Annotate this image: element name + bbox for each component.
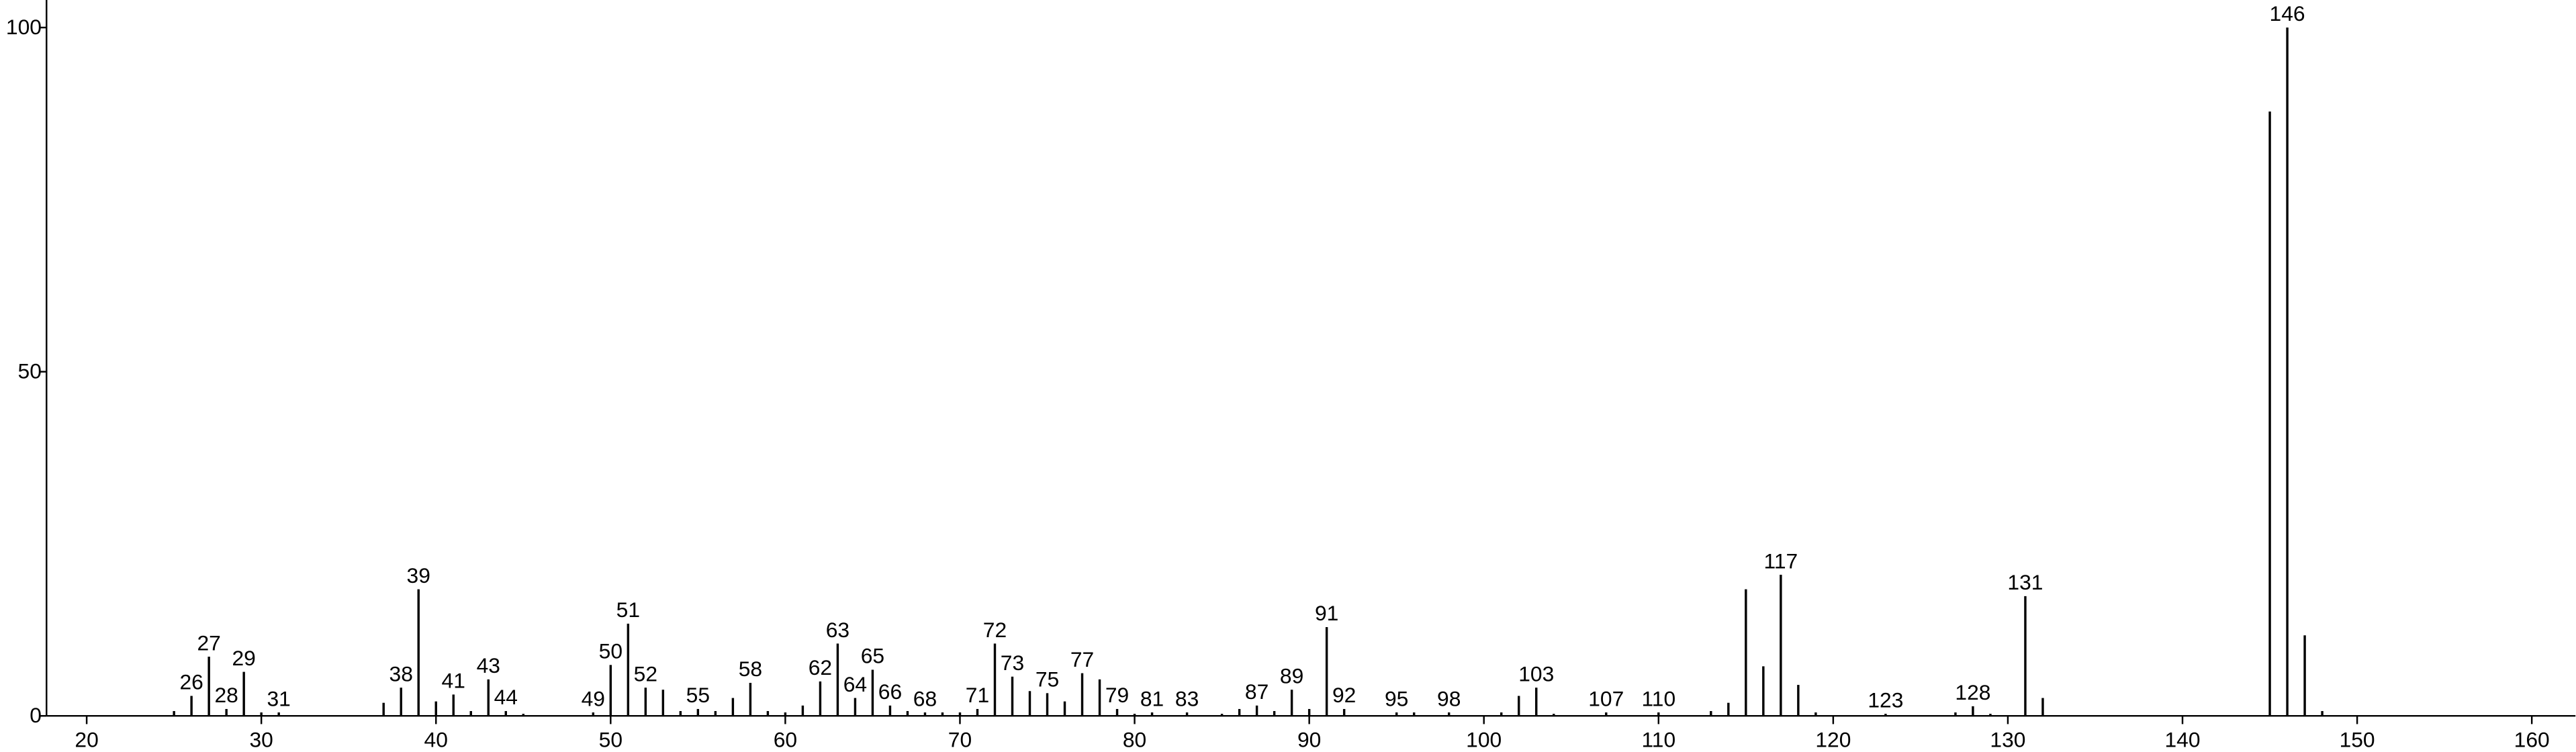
- x-tick-label: 30: [249, 728, 273, 752]
- peak-label: 27: [197, 630, 220, 655]
- peak-label: 62: [809, 655, 832, 679]
- peak-label: 87: [1245, 679, 1269, 704]
- peak-label: 73: [1001, 651, 1024, 675]
- x-tick-label: 100: [1466, 728, 1502, 752]
- peak-label: 66: [878, 679, 902, 704]
- peak-label: 103: [1518, 661, 1554, 686]
- peak-label: 31: [267, 686, 290, 710]
- peak-label: 95: [1385, 686, 1408, 710]
- peak-label: 38: [389, 661, 413, 686]
- peak-label: 72: [983, 618, 1007, 642]
- peak-label: 52: [634, 661, 657, 686]
- peak-label: 98: [1437, 686, 1461, 710]
- peak-label: 44: [494, 685, 518, 709]
- peak-label: 83: [1175, 686, 1199, 710]
- peak-label: 26: [179, 670, 203, 694]
- peak-label: 64: [843, 672, 867, 696]
- peak-label: 110: [1641, 686, 1675, 710]
- peak-label: 77: [1070, 647, 1094, 671]
- peak-label: 49: [582, 686, 605, 710]
- peak-label: 58: [739, 657, 762, 681]
- x-tick-label: 80: [1123, 728, 1146, 752]
- peak-label: 107: [1588, 686, 1624, 710]
- peak-label: 117: [1764, 549, 1798, 573]
- x-tick-label: 140: [2165, 728, 2201, 752]
- peak-label: 128: [1955, 680, 1990, 704]
- x-tick-label: 110: [1641, 728, 1675, 752]
- x-tick-label: 120: [1815, 728, 1851, 752]
- peak-label: 71: [966, 683, 989, 707]
- x-tick-label: 70: [948, 728, 972, 752]
- peak-label: 63: [826, 618, 849, 642]
- peak-label: 50: [599, 639, 623, 663]
- x-tick-label: 40: [424, 728, 448, 752]
- peak-label: 81: [1140, 686, 1164, 710]
- x-tick-label: 130: [1990, 728, 2025, 752]
- peak-label: 146: [2270, 1, 2305, 26]
- peak-label: 131: [2007, 570, 2043, 594]
- x-tick-label: 90: [1297, 728, 1321, 752]
- peak-label: 51: [616, 598, 640, 622]
- x-tick-label: 160: [2514, 728, 2550, 752]
- peak-label: 91: [1315, 601, 1338, 625]
- x-tick-label: 50: [599, 728, 623, 752]
- peak-label: 79: [1105, 683, 1129, 707]
- peak-label: 29: [232, 646, 255, 670]
- peak-label: 28: [214, 683, 238, 707]
- x-tick-label: 60: [774, 728, 797, 752]
- peak-label: 123: [1868, 688, 1903, 712]
- peak-label: 75: [1036, 667, 1059, 692]
- y-tick-label: 50: [18, 359, 42, 383]
- peak-label: 68: [913, 686, 937, 710]
- y-tick-label: 0: [30, 703, 42, 727]
- peak-label: 92: [1332, 683, 1356, 707]
- peak-label: 39: [407, 563, 430, 588]
- x-tick-label: 150: [2340, 728, 2375, 752]
- peak-label: 55: [686, 683, 710, 707]
- peak-label: 89: [1280, 663, 1303, 688]
- peak-label: 41: [442, 669, 465, 693]
- x-tick-label: 20: [75, 728, 98, 752]
- peak-label: 65: [861, 644, 884, 668]
- y-tick-label: 100: [6, 15, 42, 39]
- peak-label: 43: [477, 653, 500, 677]
